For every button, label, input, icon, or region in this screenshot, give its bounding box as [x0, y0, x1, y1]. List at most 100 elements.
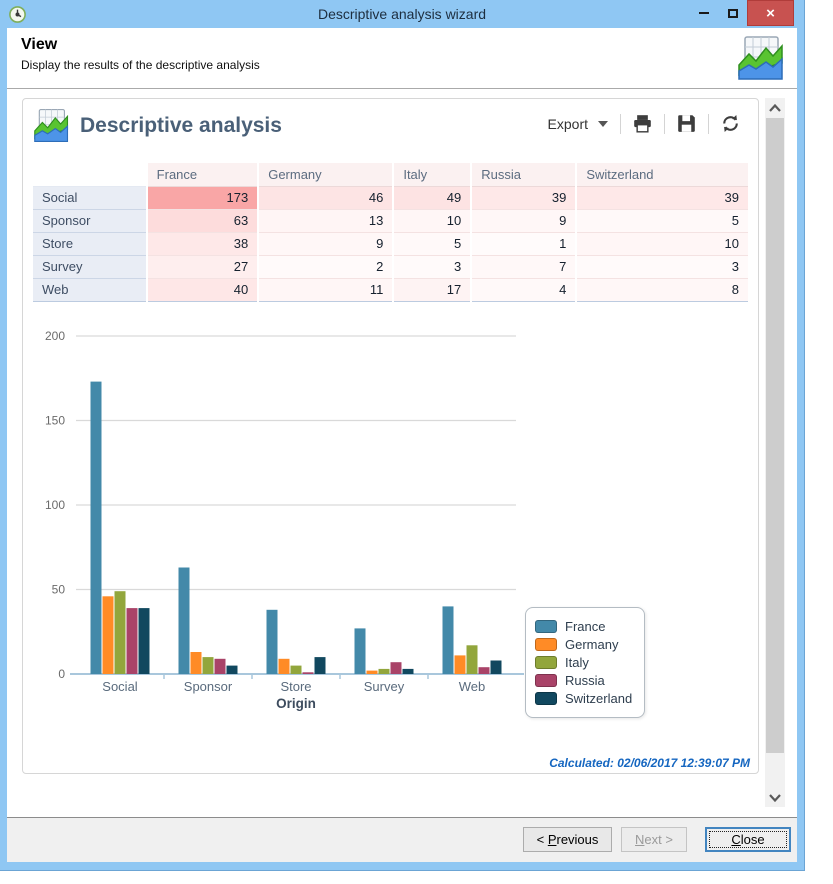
- value-cell: 5: [576, 209, 748, 232]
- bar: [267, 609, 278, 673]
- chevron-up-icon: [769, 104, 781, 112]
- bar: [443, 606, 454, 674]
- titlebar[interactable]: Descriptive analysis wizard ×: [0, 0, 804, 28]
- window-title: Descriptive analysis wizard: [0, 6, 804, 22]
- legend-label: Russia: [565, 673, 605, 688]
- svg-text:Origin: Origin: [276, 696, 316, 711]
- toolbar: Export: [540, 110, 748, 137]
- toolbar-separator: [620, 114, 621, 134]
- table-row: Social17346493939: [33, 186, 748, 209]
- legend-item: France: [535, 619, 632, 634]
- titlebar-close-button[interactable]: ×: [747, 0, 794, 26]
- table-row: Web40111748: [33, 278, 748, 301]
- chart-grid-icon: [737, 35, 785, 81]
- bar: [139, 608, 150, 674]
- minimize-icon: [699, 12, 709, 14]
- value-cell: 10: [393, 209, 471, 232]
- svg-text:Sponsor: Sponsor: [184, 679, 233, 694]
- svg-text:Store: Store: [280, 679, 311, 694]
- scroll-up-button[interactable]: [765, 98, 785, 117]
- close-icon: ×: [766, 5, 775, 22]
- legend-swatch: [535, 656, 557, 669]
- bar: [291, 665, 302, 673]
- column-header: Russia: [471, 163, 576, 186]
- export-button[interactable]: Export: [540, 112, 616, 136]
- step-title: View: [21, 36, 783, 54]
- print-button[interactable]: [625, 110, 660, 137]
- value-cell: 3: [576, 255, 748, 278]
- bar: [103, 596, 114, 674]
- value-cell: 9: [258, 232, 393, 255]
- previous-button[interactable]: < Previous: [523, 827, 612, 852]
- panel-title: Descriptive analysis: [80, 114, 282, 138]
- column-header: Germany: [258, 163, 393, 186]
- panel-header: Descriptive analysis Export: [23, 99, 758, 147]
- maximize-button[interactable]: [718, 0, 747, 26]
- row-header: Survey: [33, 255, 147, 278]
- row-header: Store: [33, 232, 147, 255]
- minimize-button[interactable]: [689, 0, 718, 26]
- refresh-button[interactable]: [713, 110, 748, 137]
- value-cell: 4: [471, 278, 576, 301]
- refresh-icon: [721, 114, 740, 133]
- export-label: Export: [548, 116, 588, 132]
- chart-area: 050100150200SocialSponsorStoreSurveyWebO…: [33, 322, 749, 724]
- svg-text:200: 200: [45, 329, 65, 343]
- row-header: Web: [33, 278, 147, 301]
- table-body: Social17346493939Sponsor63131095Store389…: [33, 186, 748, 301]
- legend-label: Switzerland: [565, 691, 632, 706]
- table-row: Survey272373: [33, 255, 748, 278]
- column-header: Switzerland: [576, 163, 748, 186]
- value-cell: 3: [393, 255, 471, 278]
- value-cell: 11: [258, 278, 393, 301]
- legend-item: Russia: [535, 673, 632, 688]
- value-cell: 173: [147, 186, 259, 209]
- scroll-down-button[interactable]: [765, 788, 785, 807]
- row-header: Sponsor: [33, 209, 147, 232]
- value-cell: 49: [393, 186, 471, 209]
- value-cell: 38: [147, 232, 259, 255]
- window-body: View Display the results of the descript…: [7, 28, 797, 862]
- bar: [91, 381, 102, 673]
- bar: [279, 658, 290, 673]
- value-cell: 5: [393, 232, 471, 255]
- value-cell: 46: [258, 186, 393, 209]
- chart-grid-icon: [33, 108, 70, 143]
- floppy-save-icon: [677, 114, 696, 133]
- legend-item: Switzerland: [535, 691, 632, 706]
- legend-label: Germany: [565, 637, 618, 652]
- value-cell: 2: [258, 255, 393, 278]
- save-button[interactable]: [669, 110, 704, 137]
- results-area: Descriptive analysis Export: [7, 90, 797, 817]
- bar: [479, 667, 490, 674]
- legend-swatch: [535, 674, 557, 687]
- value-cell: 8: [576, 278, 748, 301]
- vertical-scrollbar[interactable]: [765, 98, 785, 807]
- value-cell: 39: [576, 186, 748, 209]
- bar: [391, 662, 402, 674]
- close-button[interactable]: Close: [705, 827, 791, 852]
- printer-icon: [633, 114, 652, 133]
- bar: [455, 655, 466, 674]
- chart-legend: France Germany Italy Russia Switzerland: [525, 607, 645, 718]
- next-button[interactable]: Next >: [621, 827, 687, 852]
- bar: [379, 668, 390, 673]
- chevron-down-icon: [769, 794, 781, 802]
- table-corner-cell: [33, 163, 147, 186]
- legend-swatch: [535, 638, 557, 651]
- value-cell: 39: [471, 186, 576, 209]
- maximize-icon: [728, 9, 738, 18]
- scrollbar-thumb[interactable]: [766, 118, 784, 753]
- value-cell: 27: [147, 255, 259, 278]
- toolbar-separator: [708, 114, 709, 134]
- svg-text:Web: Web: [459, 679, 486, 694]
- bar: [191, 652, 202, 674]
- svg-text:50: 50: [52, 582, 66, 596]
- value-cell: 9: [471, 209, 576, 232]
- legend-item: Germany: [535, 637, 632, 652]
- wizard-step-header: View Display the results of the descript…: [7, 28, 797, 89]
- legend-swatch: [535, 620, 557, 633]
- bar: [315, 657, 326, 674]
- results-table: FranceGermanyItalyRussiaSwitzerland Soci…: [33, 163, 748, 302]
- legend-label: Italy: [565, 655, 589, 670]
